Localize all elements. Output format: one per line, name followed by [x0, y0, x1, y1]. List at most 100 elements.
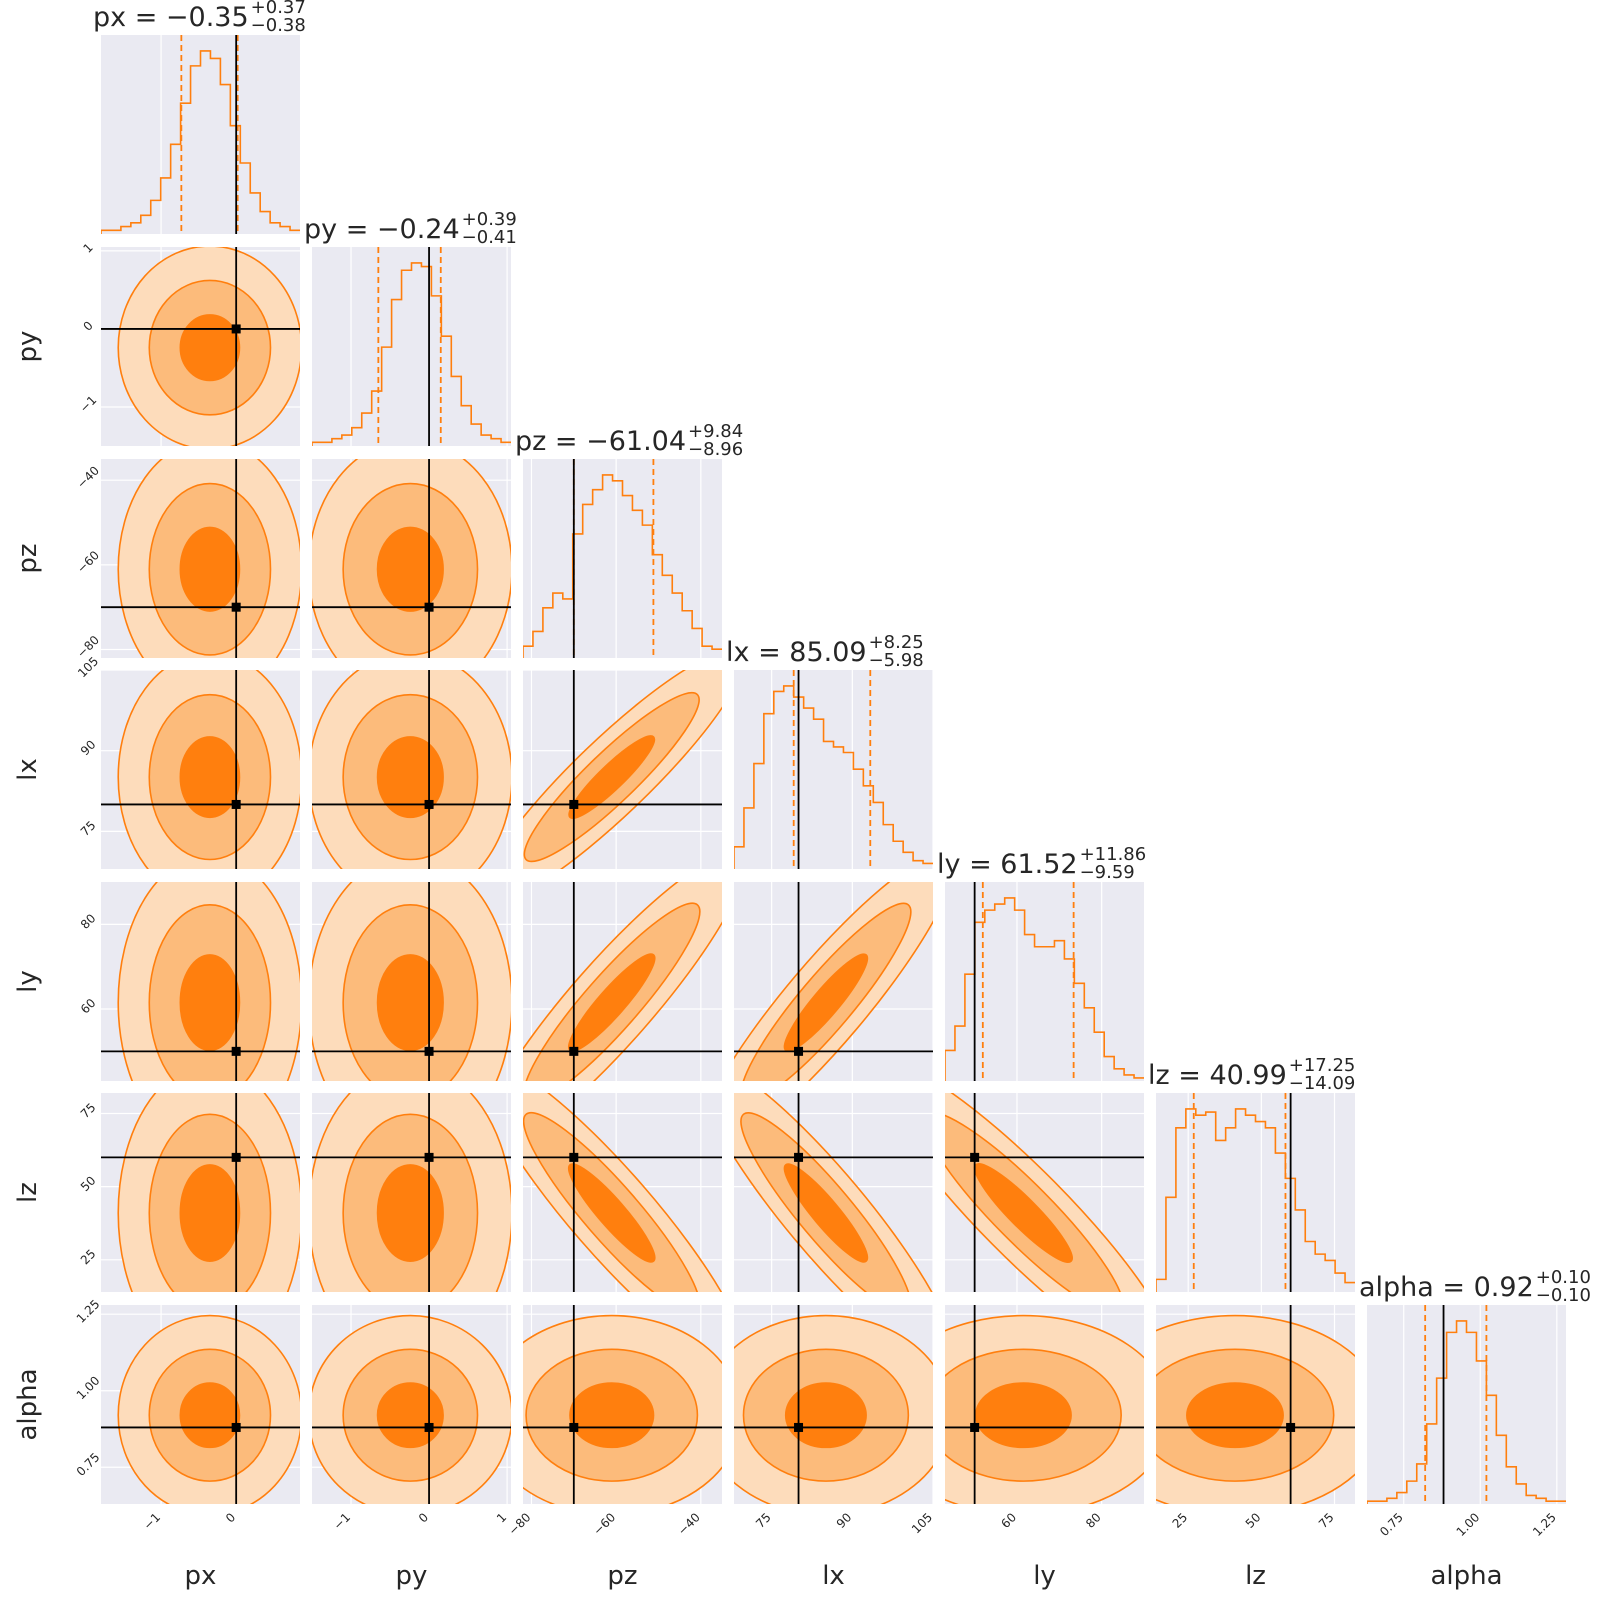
title-minus: −9.59 — [1080, 862, 1135, 883]
panel-py-px — [101, 247, 300, 446]
y-tick-label: 0 — [81, 318, 96, 333]
y-tick-label: 0.75 — [74, 1450, 103, 1479]
title-main: lx = 85.09 — [726, 637, 867, 668]
x-axis-label-lx: lx — [822, 1561, 845, 1591]
histogram-step — [101, 50, 300, 234]
contour-1-sigma — [376, 736, 444, 819]
contour-1-sigma — [376, 1382, 444, 1449]
y-tick-label: 75 — [78, 1100, 99, 1121]
x-tick-label: −1 — [141, 1510, 163, 1532]
panel-lx-pz — [523, 670, 722, 869]
x-tick-label: 1.00 — [1454, 1510, 1483, 1539]
panel-ly-pz — [523, 882, 722, 1081]
hist-panel-ly — [945, 882, 1144, 1081]
panel-lx-px — [101, 670, 300, 869]
panel-pz-py — [312, 459, 511, 658]
x-tick-label: 0.75 — [1377, 1510, 1406, 1539]
contour-1-sigma — [567, 1163, 656, 1263]
panel-alpha-py — [312, 1305, 511, 1504]
histogram-step — [312, 262, 511, 446]
hist-panel-alpha — [1367, 1305, 1566, 1504]
x-tick-label: 60 — [998, 1510, 1019, 1531]
hist-panel-pz — [523, 459, 722, 658]
contour-1-sigma — [1186, 1382, 1284, 1449]
title-minus: −14.09 — [1289, 1073, 1356, 1094]
x-tick-label: 1.25 — [1530, 1510, 1559, 1539]
contour-1-sigma — [179, 736, 241, 819]
contour-1-sigma — [568, 735, 656, 820]
x-axis-label-ly: ly — [1033, 1561, 1056, 1591]
title-main: ly = 61.52 — [937, 849, 1078, 880]
panel-bg — [1156, 1093, 1355, 1292]
title-minus: −0.41 — [462, 227, 517, 248]
panel-alpha-ly — [945, 1305, 1144, 1504]
title-main: alpha = 0.92 — [1359, 1272, 1534, 1303]
y-tick-label: 90 — [78, 737, 99, 758]
x-tick-label: 1 — [494, 1510, 509, 1525]
histogram-step — [1367, 1320, 1566, 1504]
contour-1-sigma — [179, 954, 241, 1052]
truth-marker — [424, 1046, 434, 1056]
y-axis-label-lx: lx — [13, 758, 43, 781]
title-minus: −0.10 — [1536, 1285, 1591, 1306]
title-minus: −8.96 — [688, 439, 743, 460]
title-alpha: alpha = 0.92 +0.10−0.10 — [1359, 1267, 1591, 1306]
contour-1-sigma — [784, 1382, 867, 1449]
truth-marker — [794, 1046, 804, 1056]
truth-marker — [970, 1422, 980, 1432]
truth-marker — [231, 602, 241, 612]
y-tick-label: 60 — [78, 996, 99, 1017]
hist-panel-px — [101, 35, 300, 234]
title-px: px = −0.35 +0.37−0.38 — [93, 0, 306, 36]
title-plus: +0.10 — [1536, 1267, 1591, 1288]
histogram-step — [1156, 1108, 1355, 1292]
truth-marker — [231, 1422, 241, 1432]
truth-marker — [231, 1152, 241, 1162]
x-tick-label: 0 — [223, 1510, 238, 1525]
contour-1-sigma — [783, 1163, 869, 1263]
title-plus: +0.37 — [251, 0, 306, 18]
y-tick-label: 1 — [81, 240, 96, 255]
truth-marker — [231, 799, 241, 809]
title-main: px = −0.35 — [93, 2, 249, 33]
x-tick-label: 75 — [753, 1510, 774, 1531]
panel-bg — [734, 670, 933, 869]
y-tick-label: 105 — [75, 654, 101, 680]
x-axis-label-py: py — [396, 1561, 428, 1591]
title-plus: +17.25 — [1289, 1055, 1356, 1076]
truth-marker — [424, 1152, 434, 1162]
panel-alpha-px — [101, 1305, 300, 1504]
contour-1-sigma — [376, 1164, 444, 1262]
hist-panel-py — [312, 247, 511, 446]
y-axis-label-lz: lz — [13, 1182, 43, 1203]
panel-ly-px — [101, 882, 300, 1081]
panel-ly-py — [312, 882, 511, 1081]
x-axis-label-alpha: alpha — [1430, 1561, 1502, 1591]
x-axis-label-lz: lz — [1245, 1561, 1266, 1591]
y-tick-label: −40 — [74, 463, 102, 491]
title-main: pz = −61.04 — [515, 426, 686, 457]
truth-marker — [794, 1152, 804, 1162]
contour-1-sigma — [783, 953, 869, 1052]
truth-marker — [569, 1422, 579, 1432]
x-tick-label: 105 — [909, 1510, 935, 1536]
panel-alpha-lx — [734, 1305, 933, 1504]
title-py: py = −0.24 +0.39−0.41 — [304, 209, 517, 248]
y-tick-label: 1.00 — [74, 1373, 103, 1402]
y-tick-label: 25 — [78, 1247, 99, 1268]
title-minus: −5.98 — [869, 650, 924, 671]
y-tick-label: 75 — [78, 818, 99, 839]
panel-ly-lx — [734, 882, 933, 1081]
title-pz: pz = −61.04 +9.84−8.96 — [515, 421, 743, 460]
truth-marker — [1286, 1422, 1296, 1432]
contour-1-sigma — [376, 526, 444, 612]
y-axis-label-ly: ly — [13, 970, 43, 993]
title-main: lz = 40.99 — [1148, 1060, 1287, 1091]
contour-1-sigma — [376, 954, 444, 1052]
panel-bg — [101, 35, 300, 234]
y-tick-label: 80 — [78, 911, 99, 932]
truth-marker — [794, 1422, 804, 1432]
x-tick-label: −40 — [675, 1510, 703, 1538]
y-tick-label: −60 — [74, 548, 102, 576]
